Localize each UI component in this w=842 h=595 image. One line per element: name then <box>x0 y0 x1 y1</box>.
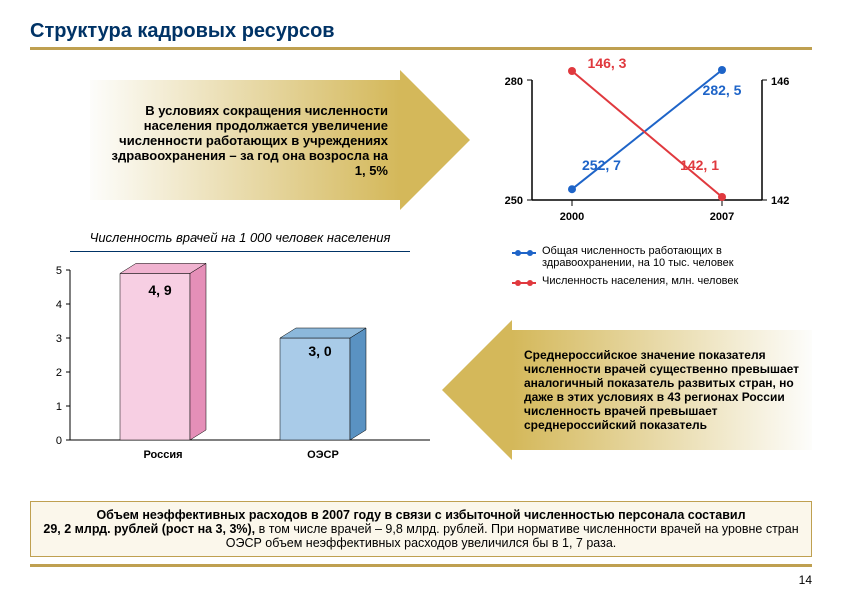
svg-text:4: 4 <box>56 299 62 311</box>
legend-series2: Численность населения, млн. человек <box>542 275 738 287</box>
bar-chart-title: Численность врачей на 1 000 человек насе… <box>30 230 450 245</box>
svg-text:252, 7: 252, 7 <box>582 157 621 173</box>
svg-text:2007: 2007 <box>710 211 734 223</box>
svg-text:3: 3 <box>56 333 62 345</box>
arrow-left-text: Среднероссийское значение показателя чис… <box>524 348 800 432</box>
svg-text:146: 146 <box>771 76 789 88</box>
svg-text:280: 280 <box>505 76 523 88</box>
bottom-summary-box: Объем неэффективных расходов в 2007 году… <box>30 501 812 557</box>
svg-text:0: 0 <box>56 435 62 447</box>
bar-chart: Численность врачей на 1 000 человек насе… <box>30 230 450 500</box>
line-chart-legend: Общая численность работающих в здравоохр… <box>512 245 802 294</box>
page-number: 14 <box>799 573 812 587</box>
svg-text:1: 1 <box>56 401 62 413</box>
svg-text:4, 9: 4, 9 <box>148 282 172 298</box>
svg-text:2000: 2000 <box>560 211 584 223</box>
page-title: Структура кадровых ресурсов <box>30 20 812 50</box>
arrow-right: В условиях сокращения численности населе… <box>90 70 500 210</box>
legend-series1: Общая численность работающих в здравоохр… <box>542 245 802 269</box>
svg-text:142, 1: 142, 1 <box>680 157 719 173</box>
line-chart: 280 250 146 142 2000 2007 252, 7 282, 5 … <box>487 50 807 240</box>
arrow-left: Среднероссийское значение показателя чис… <box>442 320 812 460</box>
svg-text:2: 2 <box>56 367 62 379</box>
svg-text:282, 5: 282, 5 <box>703 82 742 98</box>
arrow-right-text: В условиях сокращения численности населе… <box>102 103 388 178</box>
svg-text:250: 250 <box>505 195 523 207</box>
svg-text:142: 142 <box>771 195 789 207</box>
content-area: В условиях сокращения численности населе… <box>30 60 812 530</box>
svg-text:Россия: Россия <box>143 449 182 461</box>
svg-text:ОЭСР: ОЭСР <box>307 449 339 461</box>
svg-text:3, 0: 3, 0 <box>308 343 332 359</box>
svg-text:5: 5 <box>56 265 62 277</box>
svg-text:146, 3: 146, 3 <box>588 55 627 71</box>
